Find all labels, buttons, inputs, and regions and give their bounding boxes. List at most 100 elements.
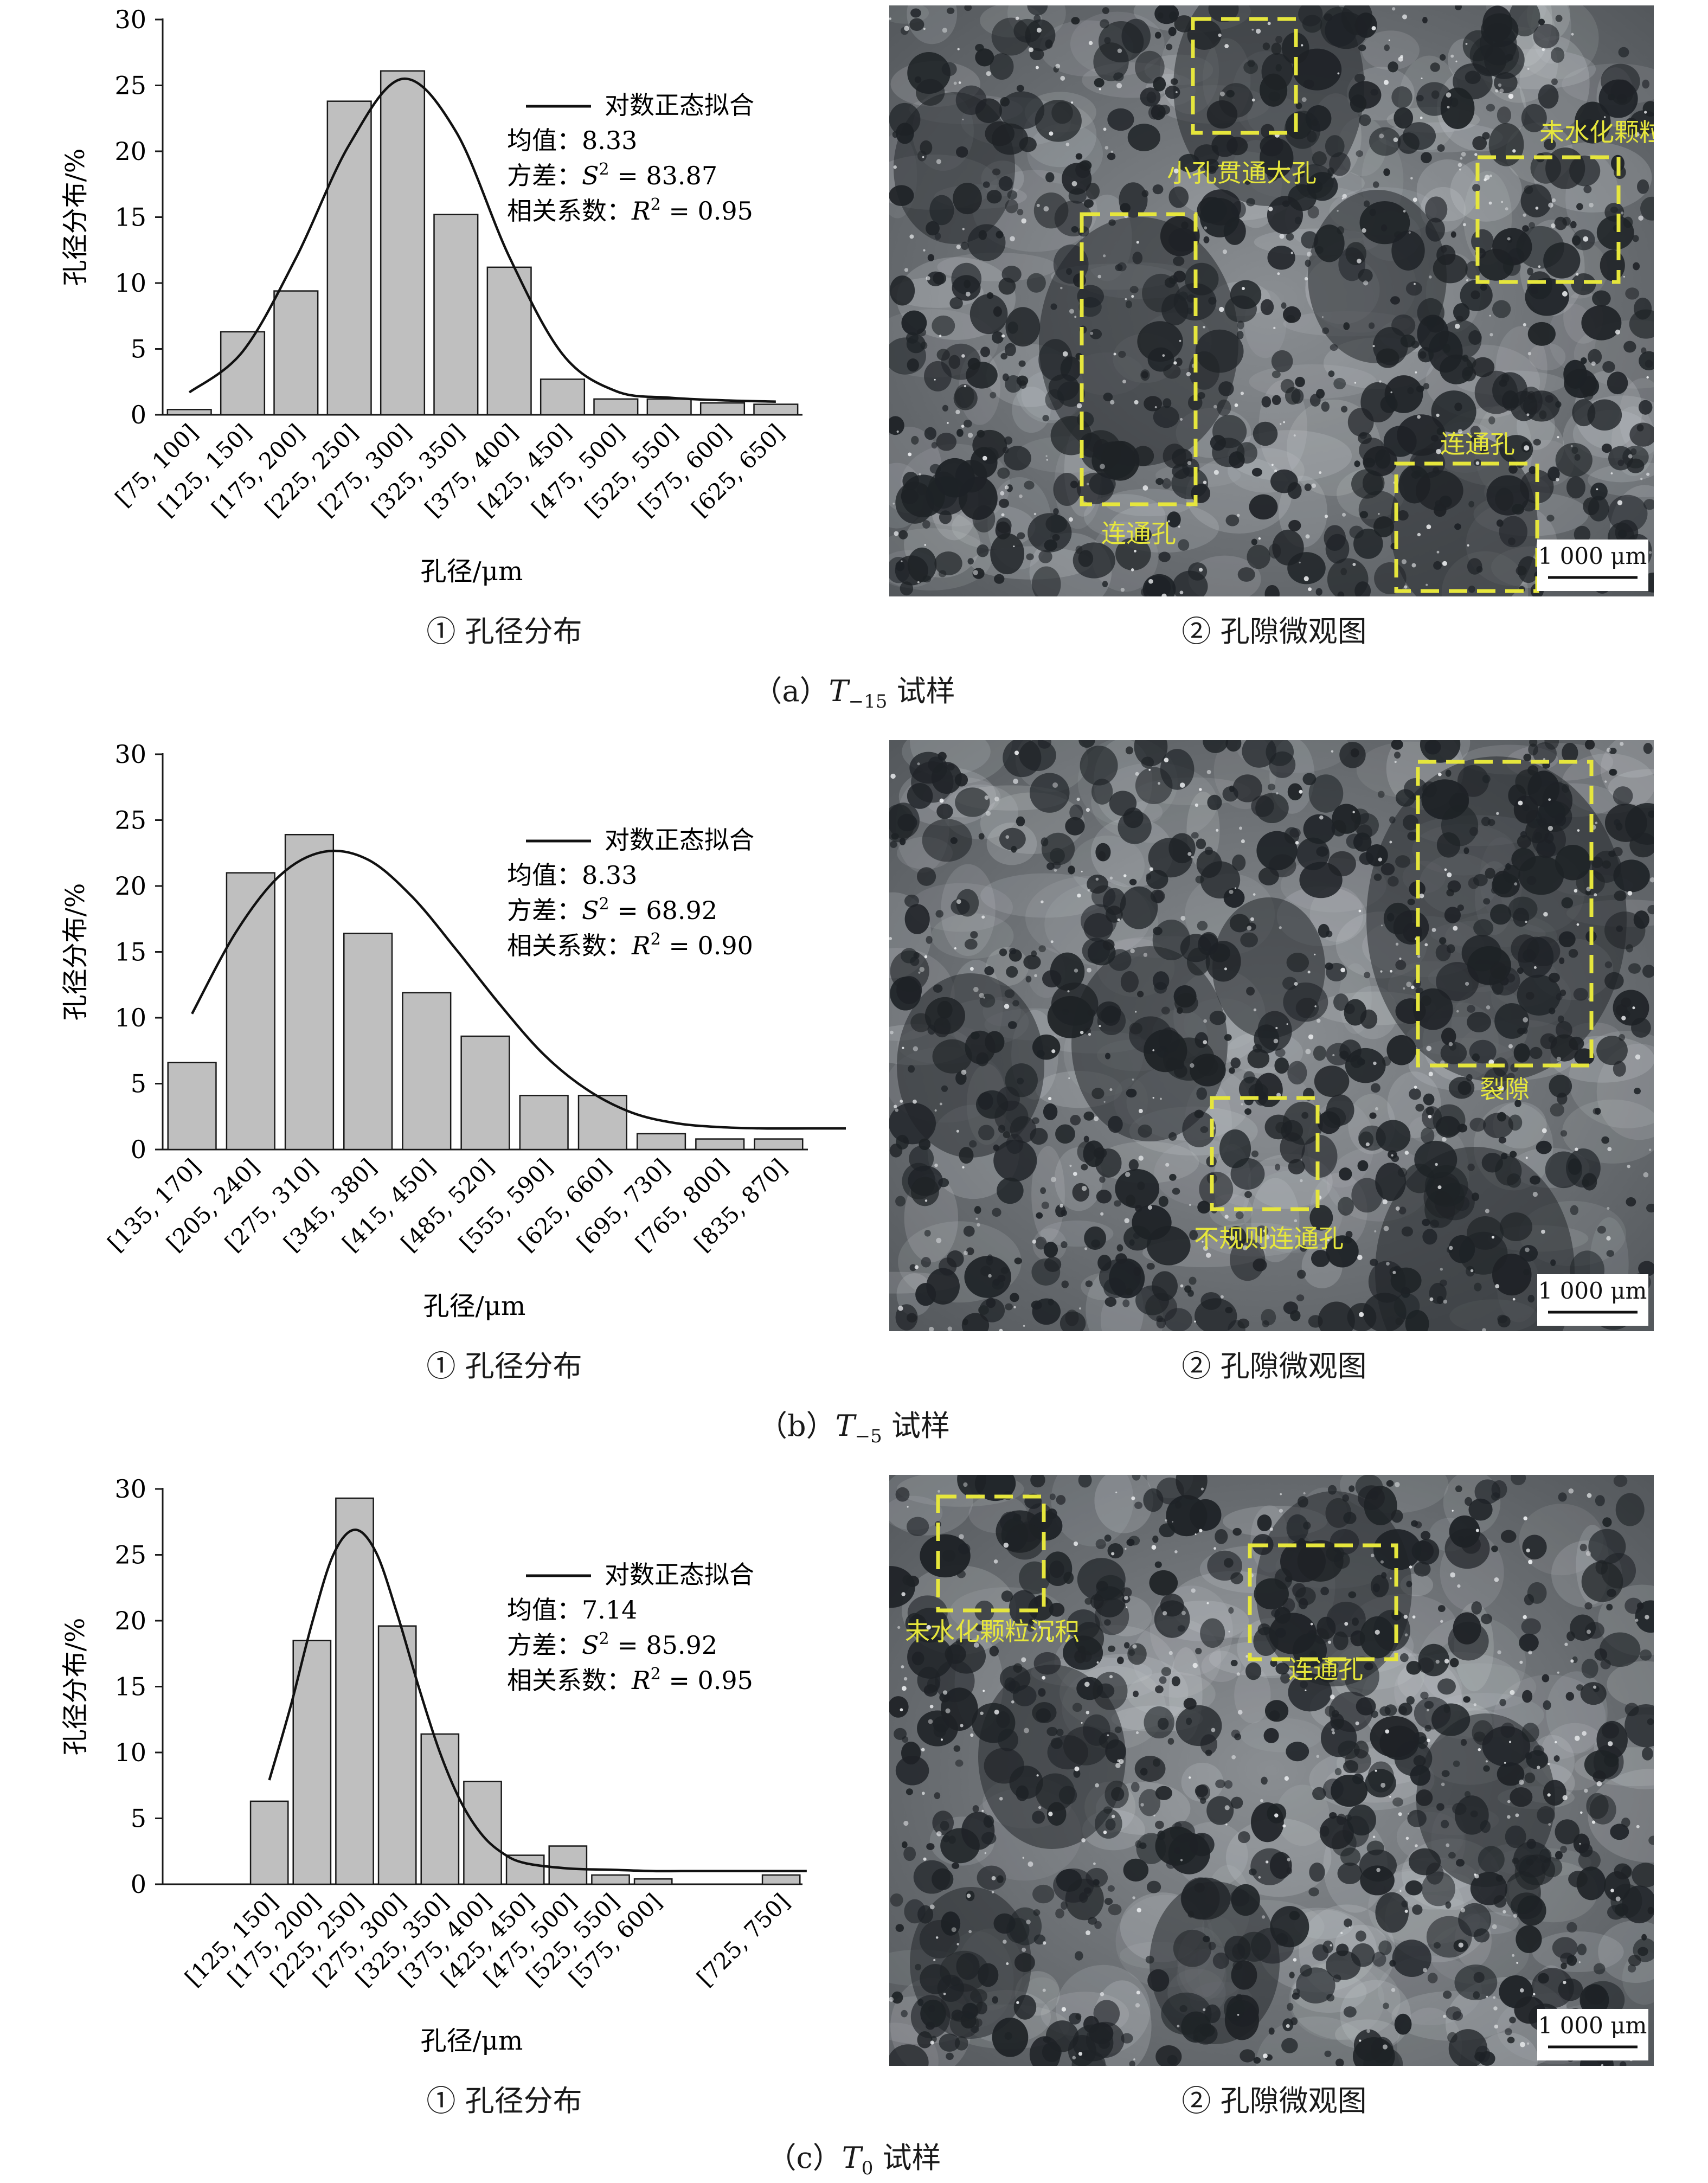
bright-speck <box>1457 429 1463 434</box>
pore <box>1230 280 1262 310</box>
bright-speck <box>1276 792 1279 795</box>
bright-speck <box>894 531 899 536</box>
pore <box>1326 1235 1359 1268</box>
y-tick-label: 5 <box>131 1069 146 1099</box>
bright-speck <box>1448 1042 1453 1046</box>
bright-speck <box>1187 852 1192 856</box>
bright-speck <box>1046 459 1048 461</box>
bright-speck <box>1393 137 1398 143</box>
pore <box>1275 1628 1286 1638</box>
pore <box>1298 1598 1308 1609</box>
bright-speck <box>1495 89 1499 93</box>
fit-line <box>191 849 846 1130</box>
pore <box>1027 1624 1035 1632</box>
scale-bar-background <box>1537 1274 1648 1326</box>
pore <box>1000 1267 1009 1274</box>
pore <box>1152 184 1164 195</box>
pore <box>989 1646 999 1656</box>
annotation-label: 连通孔 <box>1440 429 1515 459</box>
bright-speck <box>1498 83 1502 87</box>
bright-speck <box>1474 1874 1479 1879</box>
pore <box>984 966 994 975</box>
bright-speck <box>1242 1245 1248 1250</box>
pore <box>1529 740 1538 747</box>
bright-speck <box>1352 562 1356 566</box>
pore <box>1087 1009 1095 1016</box>
pore <box>1335 2058 1344 2066</box>
pore <box>1359 511 1369 518</box>
bright-speck <box>1523 213 1526 217</box>
pore <box>1197 921 1208 931</box>
pore <box>1625 287 1640 300</box>
pore <box>1281 2038 1298 2053</box>
bright-speck <box>1406 981 1412 987</box>
bright-speck <box>1460 157 1463 160</box>
pore <box>1053 473 1081 506</box>
pore <box>898 530 908 540</box>
pore <box>924 361 952 391</box>
bright-speck <box>1241 1103 1243 1106</box>
pore <box>1254 1578 1289 1610</box>
bright-speck <box>1557 1671 1559 1674</box>
bright-speck <box>1189 1776 1191 1779</box>
pore <box>1370 1716 1420 1757</box>
pore <box>1253 1627 1279 1656</box>
bright-speck <box>1380 1560 1384 1564</box>
pore <box>1481 817 1491 826</box>
bright-speck <box>1072 2056 1076 2060</box>
bright-speck <box>1523 323 1526 326</box>
pore <box>1224 1034 1232 1041</box>
pore <box>1420 1531 1431 1540</box>
bright-speck <box>958 81 961 84</box>
pore <box>920 140 933 155</box>
bright-speck <box>923 1857 927 1861</box>
bright-speck <box>1086 483 1089 486</box>
pore <box>1423 383 1430 390</box>
bright-speck <box>1507 1815 1511 1819</box>
pore <box>1049 1602 1065 1617</box>
bright-speck <box>1543 758 1546 761</box>
pore <box>919 1138 931 1151</box>
bright-speck <box>994 797 999 801</box>
bright-speck <box>1366 2029 1371 2033</box>
bright-speck <box>1443 2014 1447 2018</box>
y-tick-label: 5 <box>131 335 146 364</box>
bright-speck <box>1440 1268 1443 1271</box>
pore <box>939 570 947 577</box>
pore <box>1495 487 1514 511</box>
pore <box>1623 341 1636 353</box>
bright-speck <box>1319 471 1322 474</box>
bright-speck <box>1293 1958 1297 1962</box>
pore <box>1261 396 1272 408</box>
pore <box>1339 742 1366 768</box>
bright-speck <box>924 955 928 959</box>
pore <box>1274 1057 1289 1074</box>
bright-speck <box>1635 1619 1639 1622</box>
bright-speck <box>933 1959 936 1961</box>
pore <box>1648 810 1654 818</box>
pore <box>1163 1037 1215 1081</box>
pore <box>917 2031 933 2049</box>
bright-speck <box>1280 1493 1282 1495</box>
pore <box>1069 804 1083 821</box>
bright-speck <box>1576 923 1579 926</box>
pore <box>1189 1230 1198 1241</box>
bright-speck <box>1224 1805 1230 1810</box>
bright-speck <box>1604 780 1607 783</box>
pore <box>1114 1726 1122 1733</box>
variance-power: 2 <box>599 1629 609 1648</box>
pore <box>906 335 926 354</box>
bright-speck <box>1261 1915 1266 1919</box>
pore <box>1505 1871 1541 1915</box>
pore <box>1629 422 1654 447</box>
y-tick-label: 0 <box>131 400 146 429</box>
bright-speck <box>1173 361 1177 365</box>
pore <box>1029 2036 1061 2066</box>
bright-speck <box>1535 207 1539 210</box>
pore <box>975 2018 983 2027</box>
bright-speck <box>1203 325 1205 329</box>
pore <box>1337 1197 1354 1216</box>
pore <box>1159 1523 1176 1538</box>
variance-prefix: 方差： <box>507 1630 582 1660</box>
pore <box>1375 1892 1409 1933</box>
